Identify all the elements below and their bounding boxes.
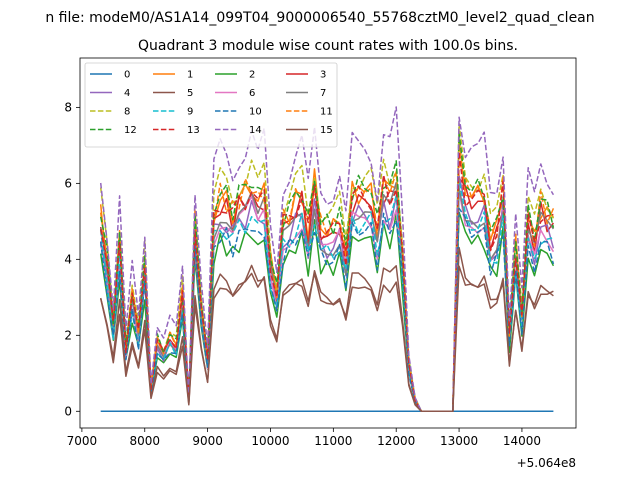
series-line-13 (99, 151, 554, 413)
y-tick-label: 2 (64, 328, 72, 342)
legend-label-12: 12 (124, 125, 137, 136)
legend-label-0: 0 (124, 70, 130, 81)
x-offset-label: +5.064e8 (517, 456, 576, 470)
series-line-12 (99, 132, 555, 413)
legend-label-2: 2 (249, 70, 255, 81)
series-line-10 (99, 207, 555, 413)
legend-label-14: 14 (249, 125, 262, 136)
series-line-15 (99, 265, 554, 413)
legend-label-15: 15 (320, 125, 333, 136)
figure-suptitle: n file: modeM0/AS1A14_099T04_9000006540_… (45, 10, 594, 26)
chart-title: Quadrant 3 module wise count rates with … (138, 38, 518, 54)
legend-label-11: 11 (320, 107, 333, 118)
x-tick-label: 11000 (314, 434, 352, 448)
x-tick-label: 7000 (67, 434, 98, 448)
y-tick-label: 4 (64, 252, 72, 266)
x-tick-label: 14000 (503, 434, 541, 448)
legend-label-5: 5 (187, 88, 193, 99)
legend-label-7: 7 (320, 88, 326, 99)
y-tick-label: 8 (64, 100, 72, 114)
y-tick-label: 0 (64, 404, 72, 418)
x-tick-label: 13000 (440, 434, 478, 448)
legend-label-4: 4 (124, 88, 130, 99)
x-axis: 7000 8000 9000 10000 11000 12000 13000 14000 (67, 428, 541, 448)
legend-label-13: 13 (187, 125, 200, 136)
series-line-14 (99, 106, 555, 413)
series-layer (99, 106, 555, 413)
legend-label-10: 10 (249, 107, 262, 118)
x-tick-label: 9000 (192, 434, 223, 448)
y-tick-label: 6 (64, 176, 72, 190)
y-axis: 0 2 4 6 8 (64, 100, 80, 418)
legend-frame (84, 62, 338, 148)
legend-label-6: 6 (249, 88, 255, 99)
legend-label-1: 1 (187, 70, 193, 81)
series-line-2 (99, 211, 555, 413)
x-tick-label: 10000 (251, 434, 289, 448)
legend-label-8: 8 (124, 107, 130, 118)
x-tick-label: 8000 (129, 434, 160, 448)
legend-label-9: 9 (187, 107, 193, 118)
legend-label-3: 3 (320, 70, 326, 81)
plot-frame (79, 57, 577, 429)
x-tick-label: 12000 (377, 434, 415, 448)
